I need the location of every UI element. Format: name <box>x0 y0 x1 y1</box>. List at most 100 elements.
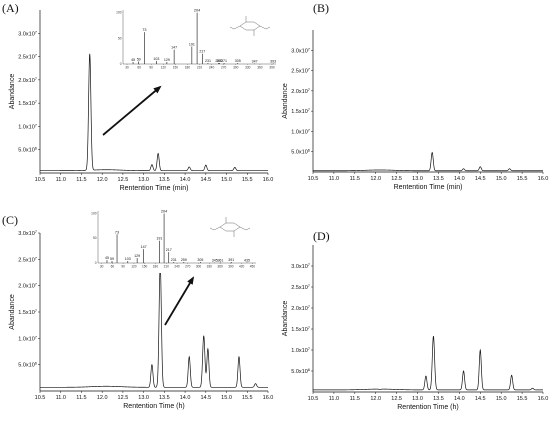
x-tick-label: 11.0 <box>56 395 66 401</box>
x-tick-label: 15.5 <box>517 176 528 182</box>
inset-peak-label: 217 <box>199 50 205 54</box>
x-tick-label: 14.5 <box>475 396 486 402</box>
x-tick-label: 11.0 <box>329 396 339 402</box>
x-tick-label: 10.5 <box>308 396 319 402</box>
x-tick-label: 10.5 <box>35 395 46 401</box>
arrow-head <box>153 85 162 94</box>
inset-peak-label: 45 <box>105 256 109 260</box>
x-tick-label: 14.5 <box>200 177 211 183</box>
panel-label: (D) <box>313 229 330 243</box>
inset-x-tick-label: 450 <box>250 265 256 269</box>
x-tick-label: 14.5 <box>200 395 211 401</box>
inset-x-tick-label: 150 <box>173 66 179 70</box>
y-tick-label: 1.5x107 <box>291 107 311 115</box>
inset-y-tick-label: 100 <box>91 211 97 215</box>
y-tick-label: 2.0x107 <box>291 304 311 312</box>
y-tick-label: 2.5x107 <box>18 53 38 61</box>
inset-x-tick-label: 360 <box>217 265 223 269</box>
chart-panel-c: (C) 10.5 11.0 11.5 12.0 12.5 13.0 13.5 14.0 14.5 1… <box>2 205 273 410</box>
chart-panel-d: (D) 10.5 11.0 11.5 12.0 12.5 13.0 13.5 14.0 14.5 1… <box>282 229 548 411</box>
y-tick-label: 2.5x107 <box>18 255 38 263</box>
inset-peak-label: 435 <box>244 259 250 263</box>
inset-peak-label: 259 <box>181 258 187 262</box>
x-tick-label: 14.0 <box>180 395 191 401</box>
inset-peak-label: 73 <box>115 230 119 234</box>
x-tick-label: 13.5 <box>433 396 444 402</box>
inset-x-tick-label: 360 <box>257 66 263 70</box>
molecule-bonds <box>209 217 251 237</box>
inset-x-tick-label: 300 <box>196 265 202 269</box>
inset-peak-label: 217 <box>166 248 172 252</box>
inset-peak-label: 345 <box>212 259 218 263</box>
x-tick-label: 16.0 <box>263 177 274 183</box>
x-tick-label: 15.0 <box>496 176 507 182</box>
x-axis-title: Rentention Time (min) <box>120 185 189 192</box>
x-tick-label: 14.5 <box>475 176 486 182</box>
x-tick-label: 10.5 <box>35 177 46 183</box>
arrow-line <box>164 277 194 326</box>
mass-spectrum-inset: 30 60 90 120 150 180 210 240 270 300 330 360 390 0 50 1… <box>115 4 280 74</box>
inset-y-tick-label: 0 <box>95 261 97 265</box>
inset-peak-label: 191 <box>156 237 162 241</box>
x-tick-label: 11.5 <box>350 176 360 182</box>
inset-peak-label: 59 <box>110 257 114 261</box>
inset-peak-label: 73 <box>142 28 146 32</box>
inset-peak-label: 305 <box>197 258 203 262</box>
inset-peak-label: 45 <box>131 58 135 62</box>
y-axis-title: Abandance <box>9 74 16 110</box>
inset-peak-label: 393 <box>270 59 276 63</box>
y-tick-label: 1.0x107 <box>291 127 311 135</box>
x-tick-label: 12.0 <box>97 395 108 401</box>
x-tick-label: 15.5 <box>242 177 253 183</box>
inset-x-tick-label: 300 <box>233 66 239 70</box>
inset-x-tick-label: 150 <box>142 265 148 269</box>
inset-peak-label: 231 <box>171 258 177 262</box>
x-tick-label: 12.5 <box>118 177 129 183</box>
y-tick-label: 2.0x107 <box>18 282 38 290</box>
inset-x-tick-label: 390 <box>228 265 234 269</box>
inset-background <box>115 4 280 74</box>
x-tick-label: 13.5 <box>159 395 170 401</box>
inset-x-tick-label: 60 <box>111 265 115 269</box>
inset-x-tick-label: 270 <box>221 66 227 70</box>
x-tick-label: 11.0 <box>56 177 66 183</box>
x-tick-label: 12.5 <box>391 396 402 402</box>
arrow-head <box>187 276 195 285</box>
molecule-structure-drawing <box>209 217 251 237</box>
y-tick-label: 3.0x107 <box>291 262 311 270</box>
inset-peak-label: 129 <box>134 254 140 258</box>
x-tick-label: 14.0 <box>454 176 465 182</box>
y-axis-title: Abandance <box>282 301 289 337</box>
inset-y-tick-label: 50 <box>118 36 122 40</box>
inset-y-tick-label: 100 <box>116 11 122 15</box>
y-tick-label: 5.0x106 <box>291 148 311 156</box>
y-tick-label: 5.0x106 <box>291 367 311 375</box>
inset-peak-label: 129 <box>164 58 170 62</box>
chromatogram-line <box>313 336 543 391</box>
inset-peak-label: 147 <box>141 245 147 249</box>
inset-peak-label: 260 <box>217 59 223 63</box>
x-tick-label: 13.0 <box>138 395 149 401</box>
inset-peak-label: 103 <box>125 257 131 261</box>
inset-peak-label: 147 <box>171 46 177 50</box>
y-tick-label: 1.5x107 <box>291 325 311 333</box>
inset-peak-label: 191 <box>189 43 195 47</box>
x-tick-label: 12.5 <box>391 176 402 182</box>
x-tick-label: 12.5 <box>118 395 129 401</box>
inset-y-tick-label: 50 <box>93 236 97 240</box>
x-tick-label: 13.0 <box>412 176 423 182</box>
inset-peak-label: 59 <box>137 57 141 61</box>
x-tick-label: 11.0 <box>329 176 339 182</box>
x-tick-label: 16.0 <box>263 395 274 401</box>
y-tick-label: 5.0x106 <box>18 146 38 154</box>
x-tick-label: 12.0 <box>370 396 381 402</box>
inset-x-tick-label: 210 <box>164 265 170 269</box>
inset-background <box>90 205 260 273</box>
y-tick-label: 3.0x107 <box>18 229 38 237</box>
inset-x-tick-label: 30 <box>125 66 129 70</box>
y-tick-label: 1.5x107 <box>18 99 38 107</box>
inset-x-tick-label: 390 <box>269 66 275 70</box>
inset-peak-label: 271 <box>221 59 227 63</box>
y-tick-label: 2.5x107 <box>291 67 311 75</box>
